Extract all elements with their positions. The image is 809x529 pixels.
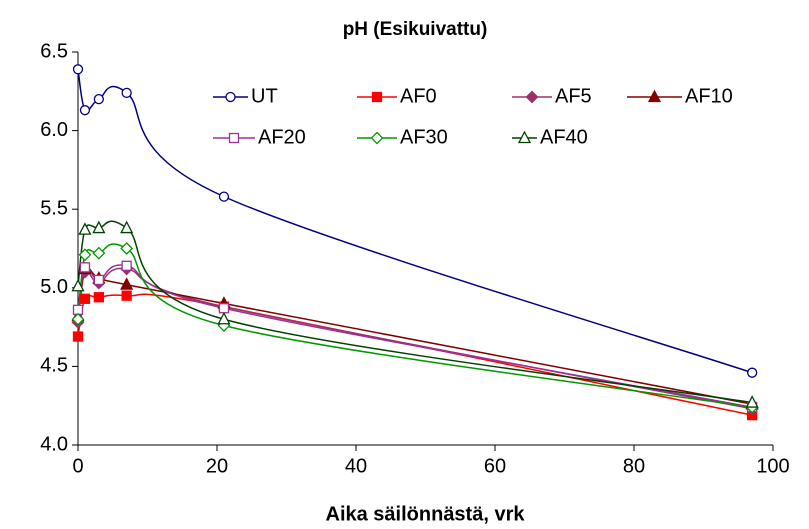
data-point bbox=[121, 290, 132, 301]
series-line bbox=[77, 266, 753, 405]
x-tick-label: 60 bbox=[484, 455, 506, 477]
data-point bbox=[72, 331, 84, 342]
series-line bbox=[77, 69, 753, 374]
legend-label: AF20 bbox=[258, 126, 306, 148]
data-point bbox=[78, 248, 92, 262]
data-point bbox=[92, 246, 106, 260]
legend-marker bbox=[525, 90, 539, 104]
data-point bbox=[93, 274, 104, 286]
data-point bbox=[747, 367, 758, 378]
series-line bbox=[77, 220, 753, 404]
y-tick-label: 6.0 bbox=[40, 119, 68, 141]
data-point bbox=[72, 64, 84, 75]
data-point bbox=[79, 105, 91, 116]
x-tick-label: 0 bbox=[72, 455, 83, 477]
y-tick-label: 5.0 bbox=[40, 276, 68, 298]
x-tick-label: 20 bbox=[206, 455, 228, 477]
x-tick-label: 80 bbox=[623, 455, 645, 477]
data-point bbox=[745, 395, 759, 408]
data-point bbox=[78, 222, 92, 235]
data-point bbox=[121, 260, 132, 271]
legend-marker bbox=[371, 91, 383, 103]
legend-marker bbox=[517, 130, 532, 144]
series-line bbox=[77, 264, 753, 409]
y-tick-label: 4.0 bbox=[40, 433, 68, 455]
x-tick-label: 40 bbox=[345, 455, 367, 477]
data-point bbox=[71, 278, 85, 292]
y-tick-label: 4.5 bbox=[40, 355, 68, 377]
legend-label: AF0 bbox=[400, 85, 437, 107]
chart-title: pH (Esikuivattu) bbox=[343, 19, 488, 40]
data-point bbox=[71, 312, 85, 326]
data-point bbox=[93, 292, 104, 303]
y-tick-label: 6.5 bbox=[40, 40, 68, 62]
data-point bbox=[120, 242, 134, 255]
data-point bbox=[79, 262, 91, 273]
data-point bbox=[121, 87, 132, 99]
legend-marker bbox=[370, 131, 384, 145]
legend-label: AF30 bbox=[400, 126, 448, 148]
data-point bbox=[120, 220, 134, 234]
x-tick-label: 100 bbox=[756, 455, 789, 477]
data-point bbox=[93, 94, 104, 105]
legend-marker bbox=[225, 91, 236, 103]
series-line bbox=[77, 243, 753, 409]
y-tick-label: 5.5 bbox=[40, 197, 68, 219]
data-point bbox=[217, 311, 231, 325]
legend-marker bbox=[228, 132, 240, 144]
legend-marker bbox=[647, 89, 662, 103]
legend-label: AF10 bbox=[685, 85, 733, 107]
legend-label: AF5 bbox=[555, 85, 592, 107]
data-point bbox=[92, 220, 106, 234]
legend-label: AF40 bbox=[540, 126, 588, 148]
data-point bbox=[79, 293, 91, 304]
x-axis-title: Aika säilönnästä, vrk bbox=[326, 503, 526, 525]
data-point bbox=[218, 303, 230, 314]
legend-label: UT bbox=[251, 85, 278, 107]
data-point bbox=[120, 277, 134, 290]
data-point bbox=[218, 191, 230, 202]
